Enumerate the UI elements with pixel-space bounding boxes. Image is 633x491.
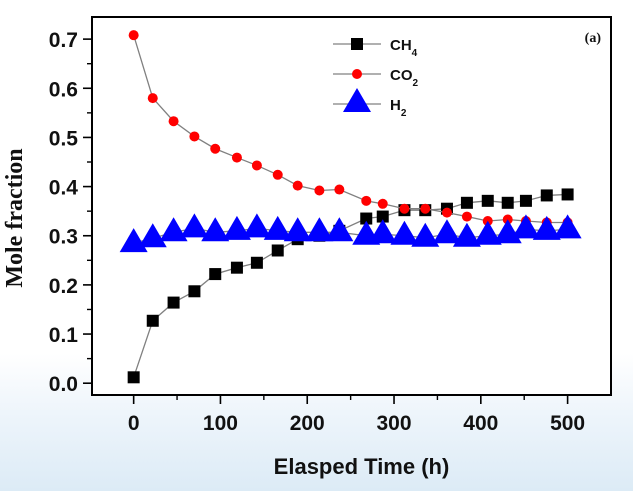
data-point-h2 [325, 217, 354, 242]
x-axis: 0 100 200 300 400 500 [128, 395, 585, 435]
y-tick-label: 0.6 [49, 78, 78, 101]
data-point-h2 [511, 214, 540, 239]
panel-label: (a) [585, 31, 602, 46]
data-point-co2 [210, 143, 221, 154]
data-point-h2 [532, 215, 561, 240]
data-point-ch4 [360, 212, 373, 225]
data-point-ch4 [250, 256, 263, 269]
data-point-ch4 [271, 244, 284, 257]
data-point-co2 [361, 195, 372, 206]
data-point-co2 [334, 184, 345, 195]
data-point-h2 [368, 219, 397, 244]
y-axis: 0.0 0.1 0.2 0.3 0.4 0.5 0.6 0.7 [49, 29, 92, 396]
data-point-h2 [180, 213, 209, 238]
series-line-h2 [133, 227, 568, 244]
data-point-h2 [411, 222, 440, 247]
data-point-co2 [399, 203, 410, 214]
data-point-co2 [272, 169, 283, 180]
series-line-co2 [133, 34, 568, 224]
x-tick-label: 400 [463, 412, 498, 435]
data-point-co2 [251, 160, 262, 171]
data-point-ch4 [209, 268, 222, 281]
data-point-co2 [147, 93, 158, 104]
legend-label: CO2 [390, 67, 419, 89]
series-co2 [128, 30, 573, 228]
y-tick-label: 0.7 [49, 29, 78, 52]
y-tick-label: 0.5 [49, 127, 79, 150]
data-point-h2 [305, 217, 334, 242]
x-tick-label: 300 [377, 412, 412, 435]
data-point-h2 [263, 215, 292, 240]
legend-item-h2: H2 [333, 88, 407, 119]
legend-marker-square [351, 38, 363, 50]
series-layer [119, 30, 582, 384]
y-tick-label: 0.2 [49, 275, 78, 298]
data-point-ch4 [188, 285, 201, 298]
data-point-h2 [159, 217, 188, 242]
y-tick-label: 0.0 [49, 373, 78, 396]
x-tick-label: 500 [550, 412, 585, 435]
data-point-h2 [242, 213, 271, 238]
data-point-co2 [420, 203, 431, 214]
plot-frame [91, 16, 612, 396]
data-point-ch4 [167, 296, 180, 309]
data-point-ch4 [376, 210, 389, 223]
series-h2 [119, 213, 582, 253]
series-line-ch4 [133, 193, 568, 378]
data-point-h2 [390, 220, 419, 245]
data-point-h2 [473, 220, 502, 245]
data-point-ch4 [519, 194, 532, 207]
data-point-co2 [377, 198, 388, 209]
data-point-ch4 [230, 261, 243, 274]
data-point-h2 [452, 222, 481, 247]
data-point-ch4 [501, 196, 514, 209]
x-axis-title: Elasped Time (h) [274, 454, 450, 479]
legend-label: CH4 [390, 37, 418, 59]
legend-item-co2: CO2 [333, 67, 419, 89]
data-point-co2 [461, 211, 472, 222]
data-point-ch4 [146, 314, 159, 327]
y-tick-label: 0.4 [49, 177, 79, 200]
data-point-ch4 [460, 196, 473, 209]
data-point-co2 [168, 116, 179, 127]
data-point-co2 [128, 30, 139, 41]
legend-item-ch4: CH4 [333, 37, 418, 59]
data-point-co2 [441, 207, 452, 218]
data-point-h2 [553, 214, 582, 239]
x-tick-label: 100 [203, 412, 238, 435]
series-ch4 [127, 188, 574, 384]
data-point-h2 [432, 219, 461, 244]
data-point-co2 [189, 131, 200, 142]
data-point-h2 [222, 215, 251, 240]
y-axis-title: Mole fraction [2, 148, 28, 287]
data-point-h2 [283, 217, 312, 242]
y-tick-label: 0.1 [49, 324, 79, 347]
x-tick-label: 0 [128, 412, 140, 435]
data-point-ch4 [540, 189, 553, 202]
legend: CH4 CO2 H2 [333, 37, 419, 119]
data-point-co2 [292, 180, 303, 191]
x-tick-label: 200 [290, 412, 325, 435]
legend-marker-triangle [343, 88, 371, 112]
data-point-co2 [231, 152, 242, 163]
data-point-ch4 [127, 371, 140, 384]
data-point-ch4 [561, 188, 574, 201]
legend-label: H2 [390, 97, 407, 119]
y-tick-label: 0.3 [49, 226, 78, 249]
data-point-co2 [314, 185, 325, 196]
legend-marker-circle [352, 69, 362, 79]
data-point-h2 [201, 217, 230, 242]
data-point-ch4 [481, 194, 494, 207]
